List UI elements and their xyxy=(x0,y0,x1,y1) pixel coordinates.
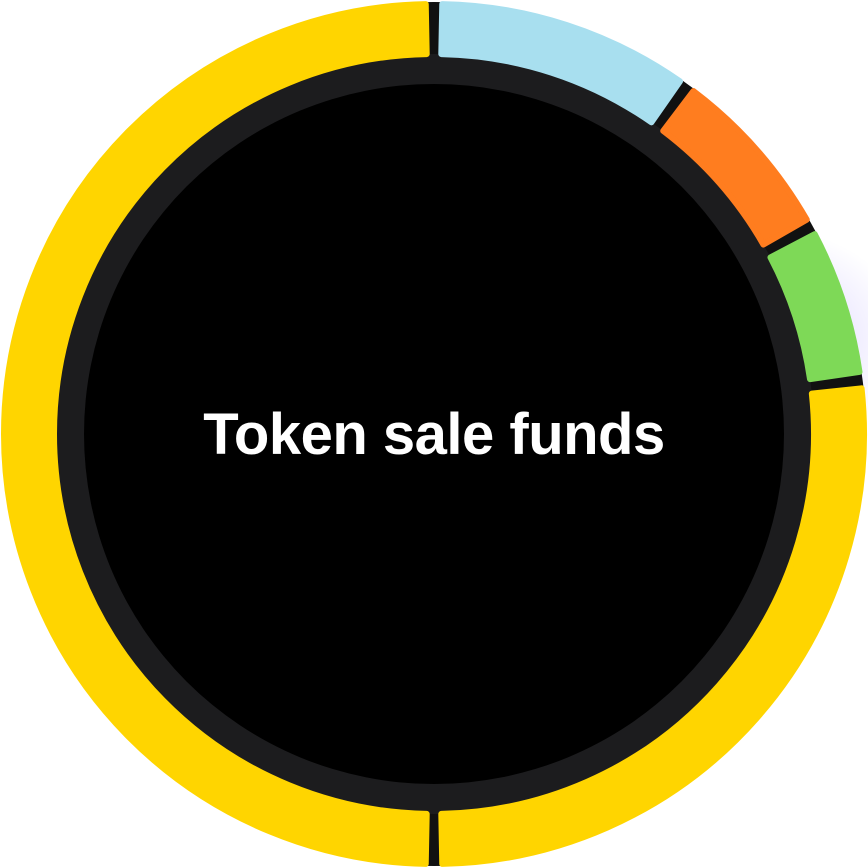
slice-green xyxy=(767,231,863,383)
slice-yellow-major xyxy=(0,1,430,867)
center-disc xyxy=(84,84,784,784)
chart-title: Token sale funds xyxy=(203,401,665,467)
slice-orange xyxy=(660,88,810,248)
slice-light-blue xyxy=(438,1,684,126)
slice-yellow-minor xyxy=(438,385,867,867)
